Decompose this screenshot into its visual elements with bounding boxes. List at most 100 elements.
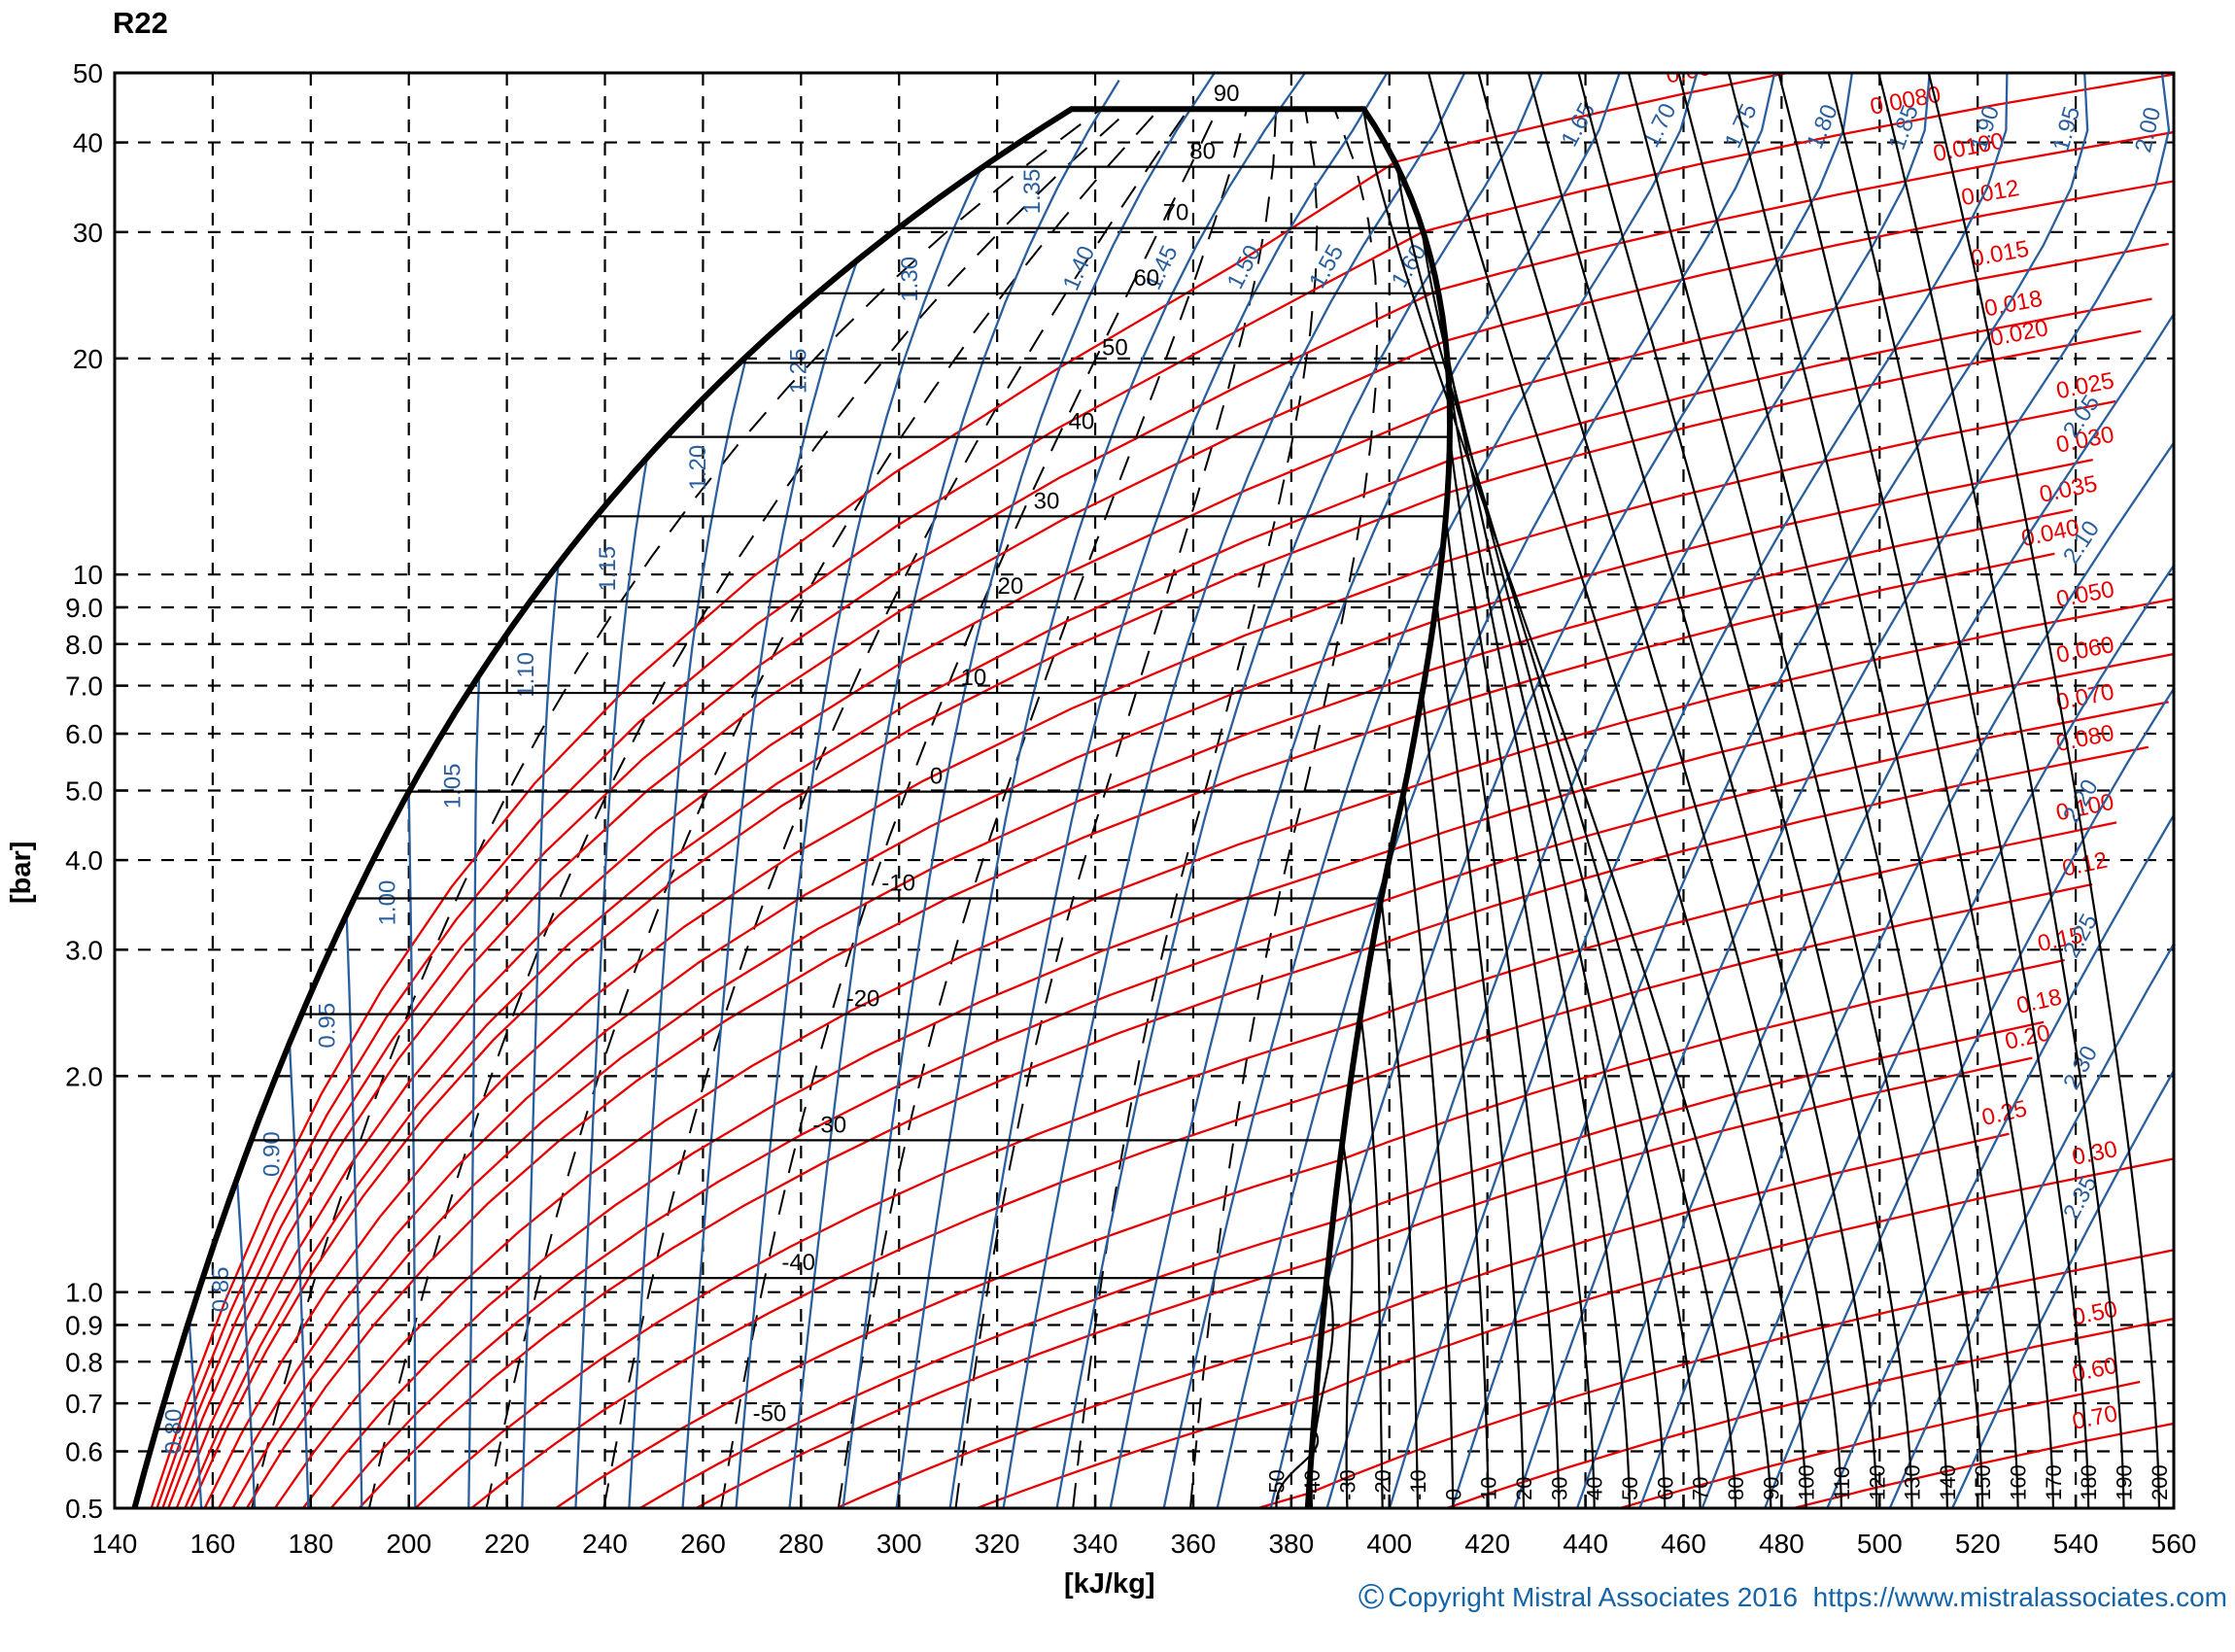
- svg-text:70: 70: [1163, 200, 1189, 226]
- svg-text:0.7: 0.7: [65, 1389, 103, 1419]
- svg-text:10: 10: [961, 665, 987, 691]
- svg-text:500: 500: [1857, 1529, 1903, 1559]
- svg-text:9.0: 9.0: [65, 593, 103, 623]
- svg-text:540: 540: [2053, 1529, 2099, 1559]
- isotherm-bottom-labels: -50 -40 -30 -20 -10 0 10 20 30 40 50 60 70 80 90 100 110…: [1265, 1464, 2172, 1500]
- svg-text:0.5: 0.5: [65, 1494, 103, 1524]
- svg-text:140: 140: [1936, 1464, 1960, 1500]
- svg-text:380: 380: [1268, 1529, 1314, 1559]
- svg-text:520: 520: [1955, 1529, 2001, 1559]
- svg-text:0.95: 0.95: [315, 1003, 341, 1049]
- svg-text:-50: -50: [1265, 1469, 1289, 1500]
- svg-text:0.8: 0.8: [65, 1347, 103, 1377]
- svg-text:90: 90: [1214, 81, 1240, 107]
- svg-text:7.0: 7.0: [65, 671, 103, 702]
- svg-text:0.20: 0.20: [2003, 1019, 2052, 1055]
- svg-text:440: 440: [1563, 1529, 1608, 1559]
- isotherm-tie-lines: 90 80 70 60 50 40 30 20 10 0 -10 -20 -30 -40 -50: [155, 81, 1450, 1430]
- x-axis-unit-label: [kJ/kg]: [1064, 1568, 1155, 1600]
- svg-text:1.05: 1.05: [440, 763, 466, 809]
- svg-text:400: 400: [1366, 1529, 1412, 1559]
- svg-text:0.060: 0.060: [2054, 632, 2116, 669]
- svg-text:0.035: 0.035: [2037, 470, 2099, 508]
- svg-text:1.0: 1.0: [65, 1278, 103, 1308]
- svg-text:0.070: 0.070: [2054, 678, 2116, 715]
- svg-text:50: 50: [1102, 334, 1128, 361]
- svg-text:1.20: 1.20: [685, 445, 711, 491]
- svg-text:30: 30: [73, 218, 103, 248]
- svg-text:320: 320: [975, 1529, 1020, 1559]
- svg-text:30: 30: [1547, 1477, 1571, 1500]
- svg-text:-30: -30: [812, 1112, 846, 1138]
- svg-text:8.0: 8.0: [65, 630, 103, 660]
- svg-text:-30: -30: [1335, 1469, 1359, 1500]
- svg-text:1.25: 1.25: [786, 349, 812, 395]
- saturation-dome: [131, 106, 1454, 1509]
- svg-text:-10: -10: [1406, 1469, 1430, 1500]
- svg-text:240: 240: [582, 1529, 628, 1559]
- isochore-lines: 0.00600.00800.01000.0120.0150.0180.0200.…: [150, 49, 2175, 1509]
- svg-text:1.00: 1.00: [375, 880, 401, 926]
- svg-text:0.90: 0.90: [259, 1131, 286, 1177]
- svg-text:4.0: 4.0: [65, 845, 103, 876]
- svg-text:1.10: 1.10: [513, 652, 539, 698]
- plot-area: 0.00600.00800.01000.0120.0150.0180.0200.…: [115, 49, 2175, 1509]
- svg-text:40: 40: [1583, 1477, 1607, 1500]
- copyright-footer: © Copyright Mistral Associates 2016 https…: [1358, 1576, 2227, 1617]
- svg-text:1.55: 1.55: [1304, 240, 1349, 293]
- svg-text:60: 60: [1653, 1477, 1677, 1500]
- svg-text:70: 70: [1689, 1477, 1713, 1500]
- svg-text:80: 80: [1724, 1477, 1748, 1500]
- svg-text:10: 10: [73, 560, 103, 590]
- svg-text:150: 150: [1971, 1464, 1995, 1500]
- svg-text:260: 260: [680, 1529, 726, 1559]
- svg-text:0.0060: 0.0060: [1664, 49, 1738, 88]
- svg-text:0.18: 0.18: [2014, 984, 2064, 1019]
- svg-text:120: 120: [1865, 1464, 1889, 1500]
- svg-text:0.80: 0.80: [160, 1409, 187, 1455]
- svg-text:110: 110: [1830, 1466, 1854, 1500]
- svg-text:340: 340: [1073, 1529, 1118, 1559]
- svg-text:-40: -40: [1300, 1469, 1324, 1500]
- svg-text:190: 190: [2113, 1464, 2137, 1500]
- svg-text:-20: -20: [846, 986, 880, 1013]
- svg-text:180: 180: [2077, 1464, 2101, 1500]
- svg-text:1.15: 1.15: [595, 546, 621, 592]
- svg-text:0.70: 0.70: [2070, 1400, 2119, 1435]
- svg-text:1.30: 1.30: [897, 257, 923, 302]
- svg-text:360: 360: [1171, 1529, 1217, 1559]
- svg-text:0: 0: [1441, 1489, 1465, 1500]
- svg-text:10: 10: [1477, 1477, 1501, 1500]
- svg-text:160: 160: [190, 1529, 236, 1559]
- svg-text:-50: -50: [753, 1401, 787, 1428]
- svg-text:1.70: 1.70: [1638, 99, 1682, 152]
- svg-text:480: 480: [1759, 1529, 1805, 1559]
- svg-text:40: 40: [73, 128, 103, 158]
- svg-text:-40: -40: [781, 1250, 815, 1276]
- svg-text:1.35: 1.35: [1019, 169, 1046, 215]
- svg-text:420: 420: [1464, 1529, 1510, 1559]
- svg-text:50: 50: [1618, 1477, 1642, 1500]
- svg-text:-20: -20: [1371, 1469, 1395, 1500]
- svg-text:280: 280: [778, 1529, 824, 1559]
- svg-text:130: 130: [1901, 1464, 1925, 1500]
- svg-text:170: 170: [2042, 1464, 2066, 1500]
- svg-text:0.6: 0.6: [65, 1437, 103, 1467]
- svg-text:300: 300: [877, 1529, 922, 1559]
- svg-text:40: 40: [1069, 409, 1095, 435]
- grid-lines: [115, 73, 2174, 1508]
- svg-text:3.0: 3.0: [65, 935, 103, 965]
- svg-text:6.0: 6.0: [65, 719, 103, 749]
- svg-text:20: 20: [1512, 1477, 1536, 1500]
- chart-title: R22: [113, 6, 168, 40]
- svg-text:20: 20: [73, 344, 103, 374]
- svg-text:0.9: 0.9: [65, 1310, 103, 1340]
- svg-text:5.0: 5.0: [65, 776, 103, 807]
- svg-text:180: 180: [288, 1529, 333, 1559]
- svg-text:2.0: 2.0: [65, 1061, 103, 1091]
- copyright-text: Copyright Mistral Associates 2016 https:…: [1388, 1582, 2227, 1612]
- svg-text:0.85: 0.85: [208, 1266, 234, 1312]
- isotherm-curves: [1275, 72, 2160, 1509]
